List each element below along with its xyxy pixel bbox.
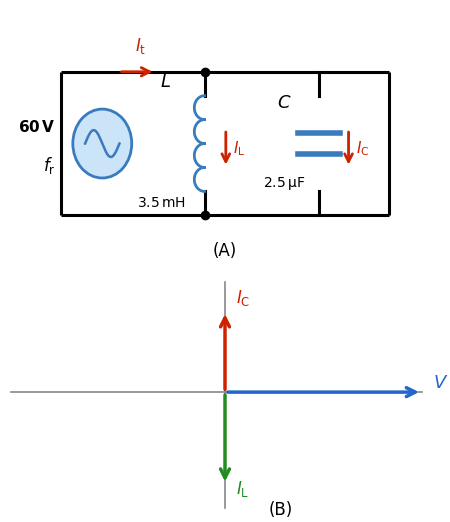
Text: $3.5\,\mathrm{mH}$: $3.5\,\mathrm{mH}$	[137, 196, 186, 210]
Text: $L$: $L$	[160, 73, 171, 91]
Text: $f_\mathrm{r}$: $f_\mathrm{r}$	[43, 155, 55, 175]
Text: 5.0: 5.0	[224, 243, 226, 244]
Text: (B): (B)	[269, 502, 293, 519]
Text: $C$: $C$	[277, 94, 292, 112]
Circle shape	[73, 109, 132, 178]
Text: $I_\mathrm{t}$: $I_\mathrm{t}$	[135, 37, 147, 56]
Text: $I_\mathrm{C}$: $I_\mathrm{C}$	[356, 139, 369, 158]
Text: (A): (A)	[213, 242, 237, 259]
Text: $I_\mathrm{C}$: $I_\mathrm{C}$	[236, 289, 251, 309]
Text: $V$: $V$	[433, 374, 449, 393]
Text: $I_\mathrm{L}$: $I_\mathrm{L}$	[236, 479, 249, 499]
Text: $\mathbf{60\,V}$: $\mathbf{60\,V}$	[18, 119, 55, 135]
Text: $2.5\,\mathrm{\mu F}$: $2.5\,\mathrm{\mu F}$	[263, 175, 306, 192]
Text: $I_\mathrm{L}$: $I_\mathrm{L}$	[233, 139, 245, 158]
